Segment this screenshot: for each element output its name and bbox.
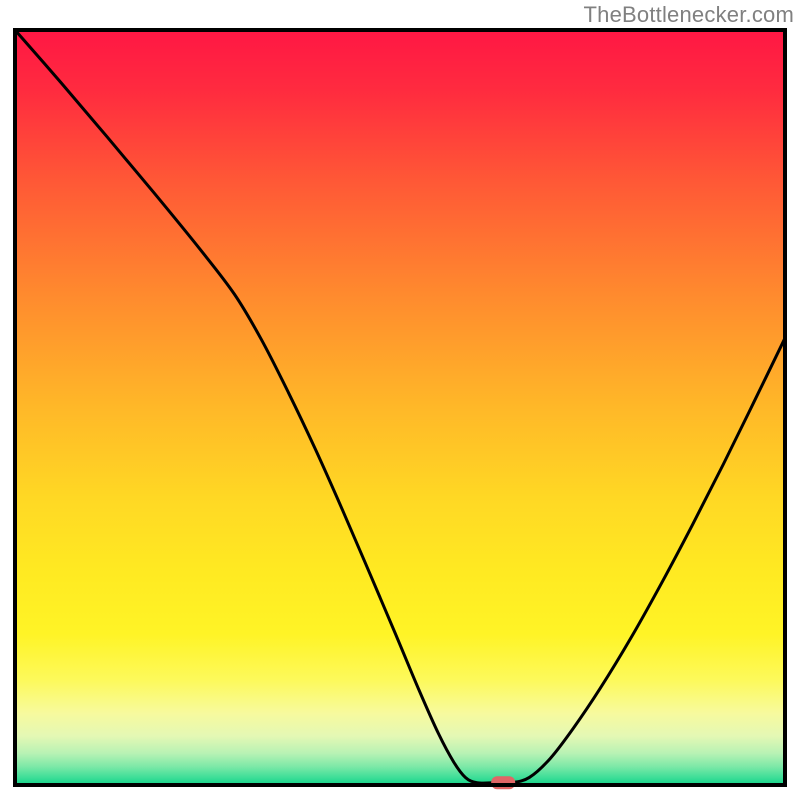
chart-svg [0, 0, 800, 800]
plot-background [15, 30, 785, 785]
watermark-text: TheBottlenecker.com [584, 2, 794, 28]
optimal-marker [491, 776, 515, 789]
bottleneck-chart: TheBottlenecker.com [0, 0, 800, 800]
